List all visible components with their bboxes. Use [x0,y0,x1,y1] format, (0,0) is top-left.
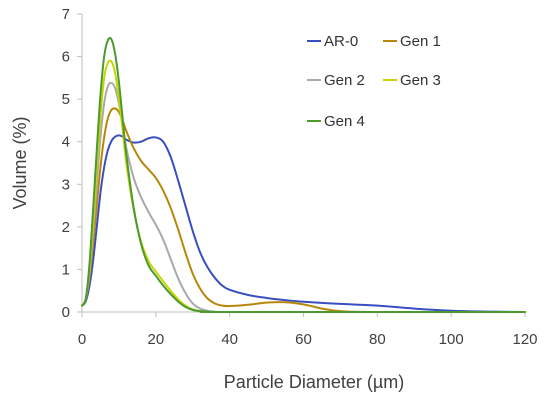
series-line-3 [81,81,526,314]
series-line-5 [81,37,526,314]
x-tick-label: 120 [512,331,537,348]
x-tick-label: 40 [221,331,238,348]
legend: AR-0 Gen 1 Gen 2 Gen 3 Gen 4 [307,33,441,130]
series-line-4 [81,59,526,314]
x-tick-label: 20 [147,331,164,348]
series-line-1 [81,134,526,313]
legend-label-5: Gen 4 [324,113,365,130]
y-tick-label: 3 [62,176,70,193]
x-tick-label: 60 [295,331,312,348]
y-tick-label: 1 [62,261,70,278]
y-tick-label: 4 [62,134,70,151]
x-tick-label: 100 [439,331,464,348]
y-tick-label: 2 [62,219,70,236]
y-tick-label: 0 [62,304,70,321]
x-tick-label: 0 [78,331,86,348]
legend-label-1: AR-0 [324,33,358,50]
series-lines [81,37,526,314]
legend-label-2: Gen 1 [400,33,441,50]
y-tick-label: 6 [62,49,70,66]
axes: 0 1 2 3 4 5 6 7 0 20 40 60 80 100 120 [62,6,538,348]
y-tick-label: 7 [62,6,70,23]
series-line-2 [81,107,526,314]
legend-label-4: Gen 3 [400,72,441,89]
legend-label-3: Gen 2 [324,72,365,89]
x-axis-title: Particle Diameter (µm) [224,372,404,392]
x-tick-label: 80 [369,331,386,348]
y-tick-label: 5 [62,91,70,108]
y-axis-title: Volume (%) [10,116,30,209]
